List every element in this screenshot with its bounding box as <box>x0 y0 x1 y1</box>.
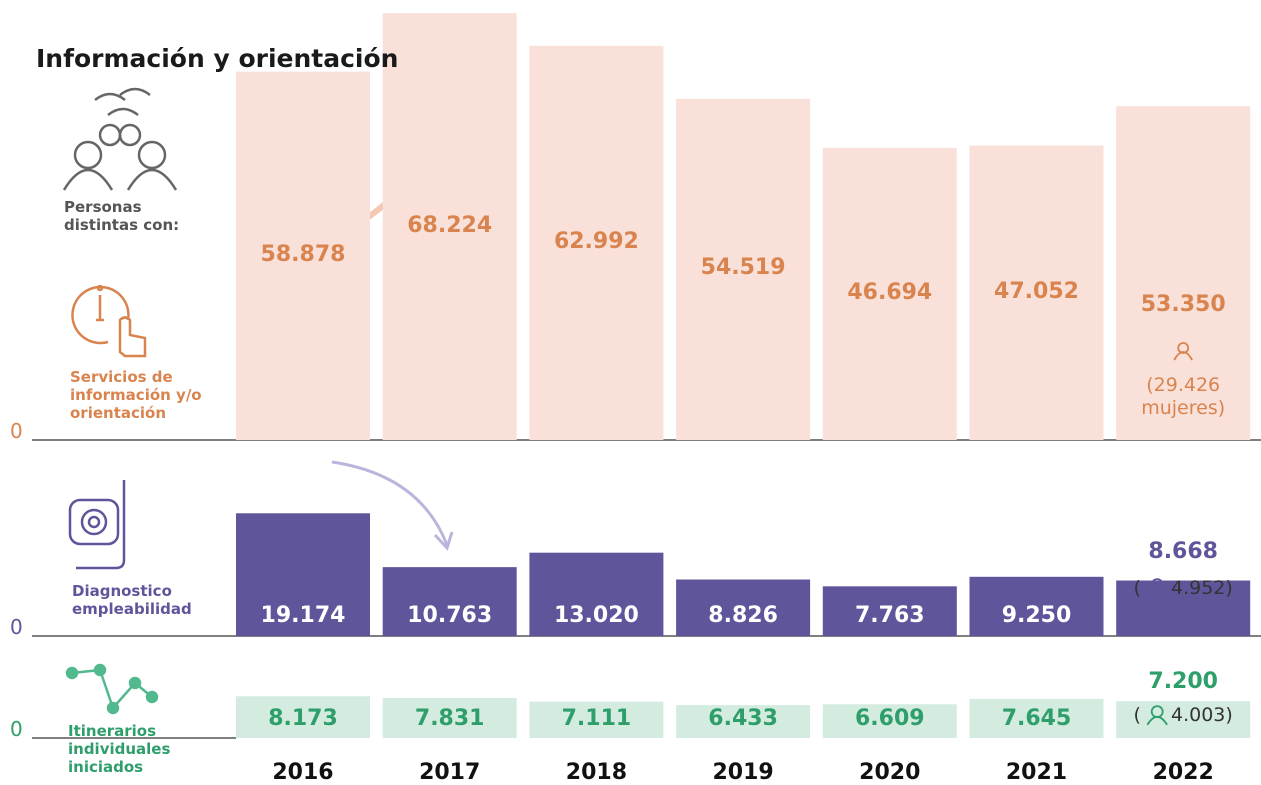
arrow-head <box>433 531 454 551</box>
x-tick-label: 2019 <box>712 760 774 785</box>
bar <box>1116 701 1251 738</box>
value-label: 13.020 <box>553 603 639 628</box>
value-label: 62.992 <box>553 228 639 254</box>
bar <box>236 696 370 738</box>
value-label: 53.350 <box>1140 292 1226 317</box>
person-icon <box>1177 342 1190 354</box>
gear-icon <box>68 480 126 570</box>
bar <box>822 704 957 738</box>
series-label: Servicios de información y/o orientación <box>70 368 202 422</box>
bar <box>676 98 811 441</box>
value-label: 10.763 <box>407 603 493 628</box>
bar <box>676 579 811 636</box>
subtitle: Personas distintas con: <box>64 198 180 234</box>
value-label: 7.111 <box>561 706 632 731</box>
person-icon <box>1146 715 1168 726</box>
x-tick-label: 2018 <box>565 760 627 785</box>
y-tick-label: 0 <box>10 717 23 741</box>
value-label: 7.831 <box>414 706 485 731</box>
value-label: 6.433 <box>708 706 778 731</box>
title: Información y orientación <box>36 44 399 73</box>
value-label: 8.826 <box>708 603 778 628</box>
bar <box>969 145 1104 440</box>
value-label: 8.173 <box>268 706 338 731</box>
bar <box>969 576 1104 636</box>
x-tick-label: 2022 <box>1152 760 1214 785</box>
bar <box>382 567 517 636</box>
value-label: 68.224 <box>407 212 493 238</box>
series-label: Diagnostico empleabilidad <box>72 582 192 618</box>
person-icon <box>1173 351 1193 361</box>
bar <box>236 71 370 440</box>
x-tick-label: 2017 <box>419 760 481 785</box>
value-label: 7.763 <box>855 603 925 628</box>
info-icon <box>71 284 147 358</box>
bar <box>529 552 664 636</box>
x-tick-label: 2021 <box>1005 760 1068 785</box>
value-label: 8.668 <box>1148 539 1218 564</box>
value-label: 19.174 <box>260 603 346 628</box>
arrow <box>331 460 449 546</box>
bar <box>382 697 517 738</box>
annotation: ( 4.003) <box>1133 704 1233 726</box>
annotation: ( 4.952) <box>1133 577 1233 599</box>
value-label: 6.609 <box>855 706 925 731</box>
value-label: 7.200 <box>1148 669 1218 694</box>
bar <box>236 513 370 636</box>
bar <box>822 586 957 636</box>
bar <box>529 45 664 440</box>
value-label: 54.519 <box>700 255 786 281</box>
y-tick-label: 0 <box>10 419 23 443</box>
person-icon <box>1146 588 1168 599</box>
bar <box>676 705 811 738</box>
people-icon <box>62 87 178 191</box>
network-icon <box>65 663 159 715</box>
bar <box>1116 580 1251 636</box>
value-label: 47.052 <box>994 278 1079 304</box>
value-label: 46.694 <box>847 279 933 305</box>
bar <box>1116 106 1251 440</box>
value-label: 7.645 <box>1001 706 1072 731</box>
value-label: 58.878 <box>260 241 346 267</box>
annotation: (29.426 mujeres) <box>1141 374 1226 419</box>
bar <box>969 698 1104 738</box>
y-tick-label: 0 <box>10 615 23 639</box>
bar <box>822 147 957 440</box>
value-label: 9.250 <box>1001 603 1072 628</box>
bar <box>382 13 517 441</box>
x-tick-label: 2020 <box>859 760 921 785</box>
x-tick-label: 2016 <box>272 760 334 785</box>
bar <box>529 701 664 738</box>
series-label: Itinerarios individuales iniciados <box>68 722 171 776</box>
